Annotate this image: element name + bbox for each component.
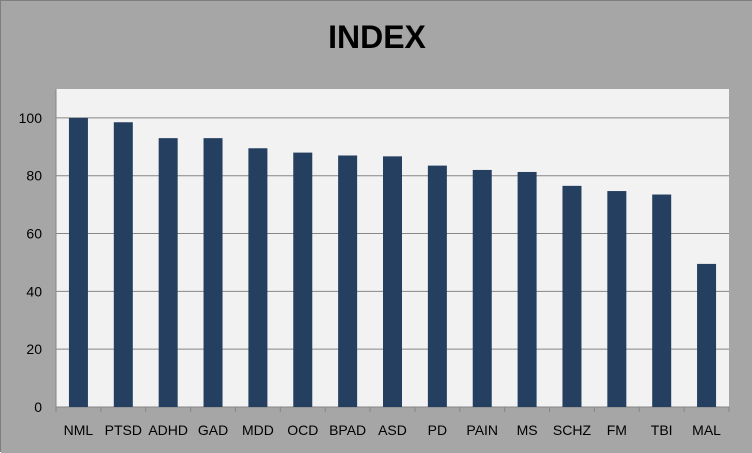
x-tick-label: SCHZ — [553, 422, 592, 438]
x-tick-label: PTSD — [105, 422, 142, 438]
x-tick-label: OCD — [287, 422, 318, 438]
bar-gad — [203, 138, 223, 408]
bar-fm — [607, 191, 627, 407]
bar-nml — [68, 117, 88, 407]
x-tick-label: GAD — [198, 422, 228, 438]
bar-pain — [472, 169, 492, 407]
x-tick-label: ASD — [378, 422, 407, 438]
chart-title: INDEX — [328, 19, 426, 55]
bar-schz — [562, 185, 582, 407]
bar-mdd — [248, 148, 268, 407]
bar-pd — [427, 165, 447, 407]
bar-ms — [517, 171, 537, 407]
x-tick-label: PAIN — [466, 422, 498, 438]
bar-mal — [697, 263, 717, 407]
y-tick-label: 60 — [26, 226, 42, 242]
x-tick-label: FM — [607, 422, 627, 438]
bar-asd — [383, 156, 402, 407]
x-tick-label: TBI — [651, 422, 673, 438]
x-tick-label: MDD — [242, 422, 274, 438]
bar-bpad — [338, 155, 358, 407]
x-tick-label: MS — [517, 422, 538, 438]
x-tick-label: ADHD — [148, 422, 188, 438]
x-tick-label: BPAD — [329, 422, 366, 438]
x-tick-label: PD — [428, 422, 447, 438]
bar-tbi — [652, 194, 672, 407]
x-tick-label: MAL — [692, 422, 721, 438]
bar-ocd — [293, 152, 313, 407]
bar-adhd — [158, 138, 178, 408]
y-tick-label: 80 — [26, 168, 42, 184]
y-tick-label: 20 — [26, 341, 42, 357]
y-tick-label: 100 — [19, 110, 43, 126]
bar-ptsd — [113, 122, 133, 407]
y-tick-label: 40 — [26, 283, 42, 299]
x-tick-label: NML — [64, 422, 94, 438]
y-tick-label: 0 — [34, 399, 42, 415]
